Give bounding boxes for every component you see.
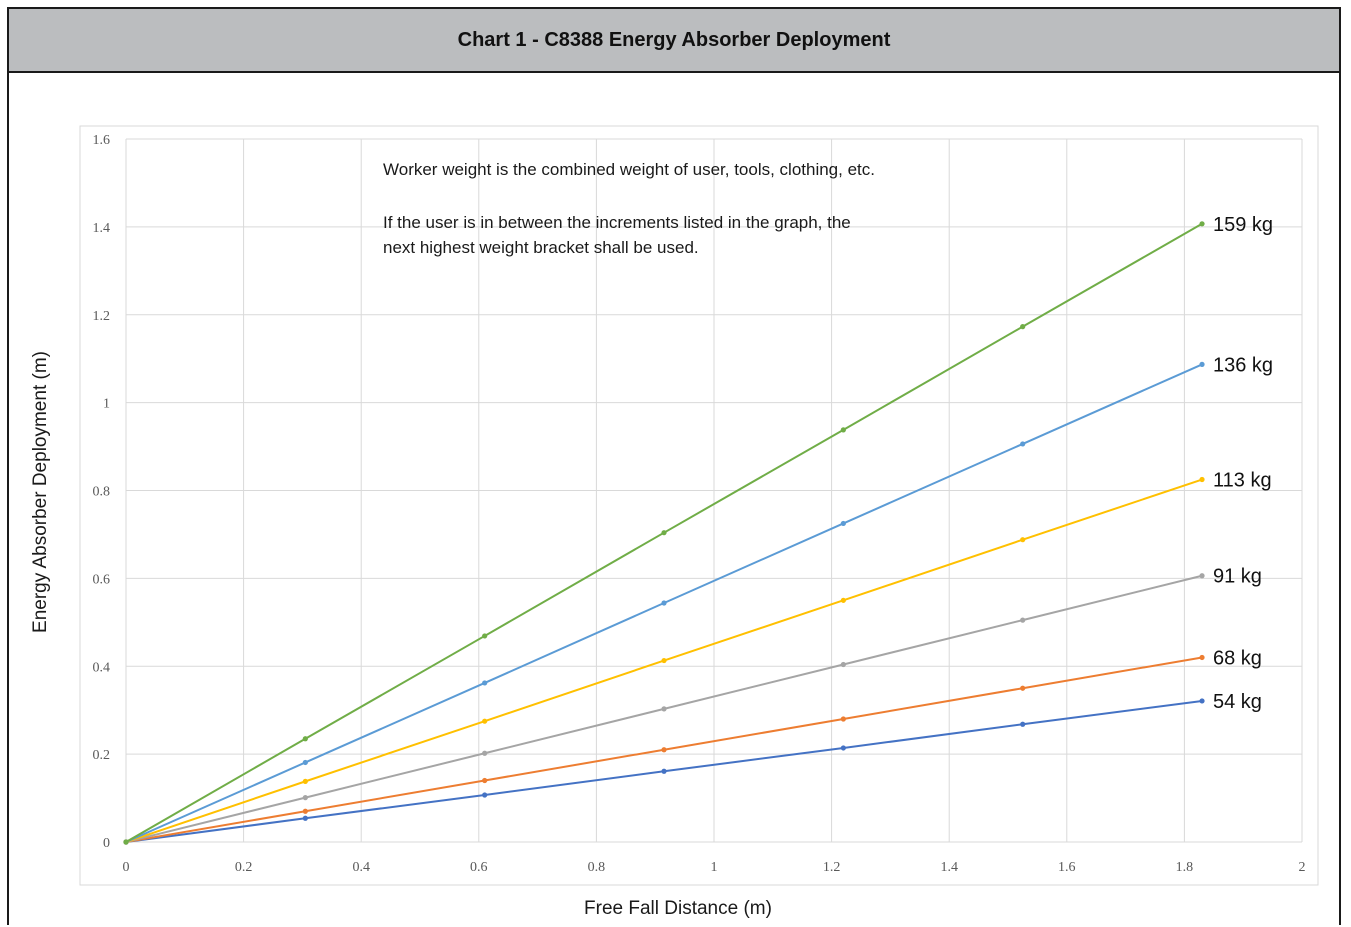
data-point [302,759,308,766]
y-axis-title: Energy Absorber Deployment (m) [30,351,51,633]
x-tick-label: 0.2 [235,860,253,875]
y-tick-label: 0.8 [93,485,111,500]
x-tick-label: 2 [1299,860,1306,875]
data-point [1020,721,1026,727]
series-label: 113 kg [1213,470,1272,492]
data-point [661,600,667,606]
data-point [482,633,488,639]
data-point [1020,537,1026,543]
y-tick-label: 1.2 [93,309,111,324]
series-label: 136 kg [1213,354,1273,376]
series-label: 91 kg [1213,566,1262,588]
data-point [302,808,308,814]
data-point [1199,361,1205,367]
data-point [840,427,846,433]
gridlines [125,138,1303,843]
y-tick-label: 1.6 [93,133,111,148]
data-point [302,736,308,742]
data-point [661,530,667,536]
x-tick-label: 0 [123,860,130,875]
x-tick-label: 1.6 [1058,860,1076,875]
data-point [1199,654,1205,661]
series-label: 159 kg [1213,214,1273,236]
data-point [302,795,308,801]
note-line-2: If the user is in between the increments… [383,213,851,232]
chart-frame: Chart 1 - C8388 Energy Absorber Deployme… [7,7,1341,925]
data-point [661,747,667,753]
x-tick-label: 1.4 [940,860,958,875]
data-point [840,745,846,751]
x-tick-label: 0.4 [352,860,370,875]
data-point [123,839,129,845]
chart-header: Chart 1 - C8388 Energy Absorber Deployme… [9,9,1339,73]
x-tick-label: 0.8 [588,860,606,875]
data-point [1199,698,1205,704]
x-tick-label: 1 [711,860,718,875]
data-point [482,792,488,798]
data-point [840,716,846,722]
note-line-1: Worker weight is the combined weight of … [383,160,875,179]
data-point [661,768,667,774]
series-labels: 54 kg 68 kg 91 kg 113 kg 136 kg 159 kg [1213,214,1273,713]
data-point [1020,685,1026,691]
y-tick-label: 1 [103,397,110,412]
data-point [302,778,308,784]
y-tick-label: 0.6 [93,572,111,587]
chart-title: Chart 1 - C8388 Energy Absorber Deployme… [457,28,891,51]
data-point [1020,617,1026,623]
data-point [482,777,488,784]
data-point [1020,441,1026,447]
data-point [1020,324,1026,330]
series-lines [123,221,1205,845]
data-point [840,520,846,527]
series-label: 54 kg [1213,691,1262,713]
data-point [840,597,846,603]
x-tick-label: 1.8 [1176,860,1194,875]
data-point [482,680,488,686]
note-line-3: next highest weight bracket shall be use… [383,238,699,257]
y-tick-label: 0.4 [93,660,111,675]
x-tick-label: 1.2 [823,860,841,875]
data-point [1199,221,1205,227]
data-point [1199,573,1205,579]
series-label: 68 kg [1213,647,1262,669]
data-point [661,706,667,712]
data-point [482,718,488,724]
data-point [482,750,488,756]
x-tick-label: 0.6 [470,860,488,875]
y-tick-label: 1.4 [93,221,111,236]
tick-labels: 0 0.2 0.4 0.6 0.8 1 1.2 1.4 1.6 1.8 2 0 0.2 0.4 0.6 0.8… [93,133,1306,875]
data-point [302,815,308,821]
data-point [840,661,846,668]
y-tick-label: 0 [103,836,110,851]
data-point [661,657,667,664]
data-point [1199,476,1205,483]
y-tick-label: 0.2 [93,748,111,763]
x-axis-title: Free Fall Distance (m) [584,898,772,919]
chart-area-border [79,125,1319,886]
